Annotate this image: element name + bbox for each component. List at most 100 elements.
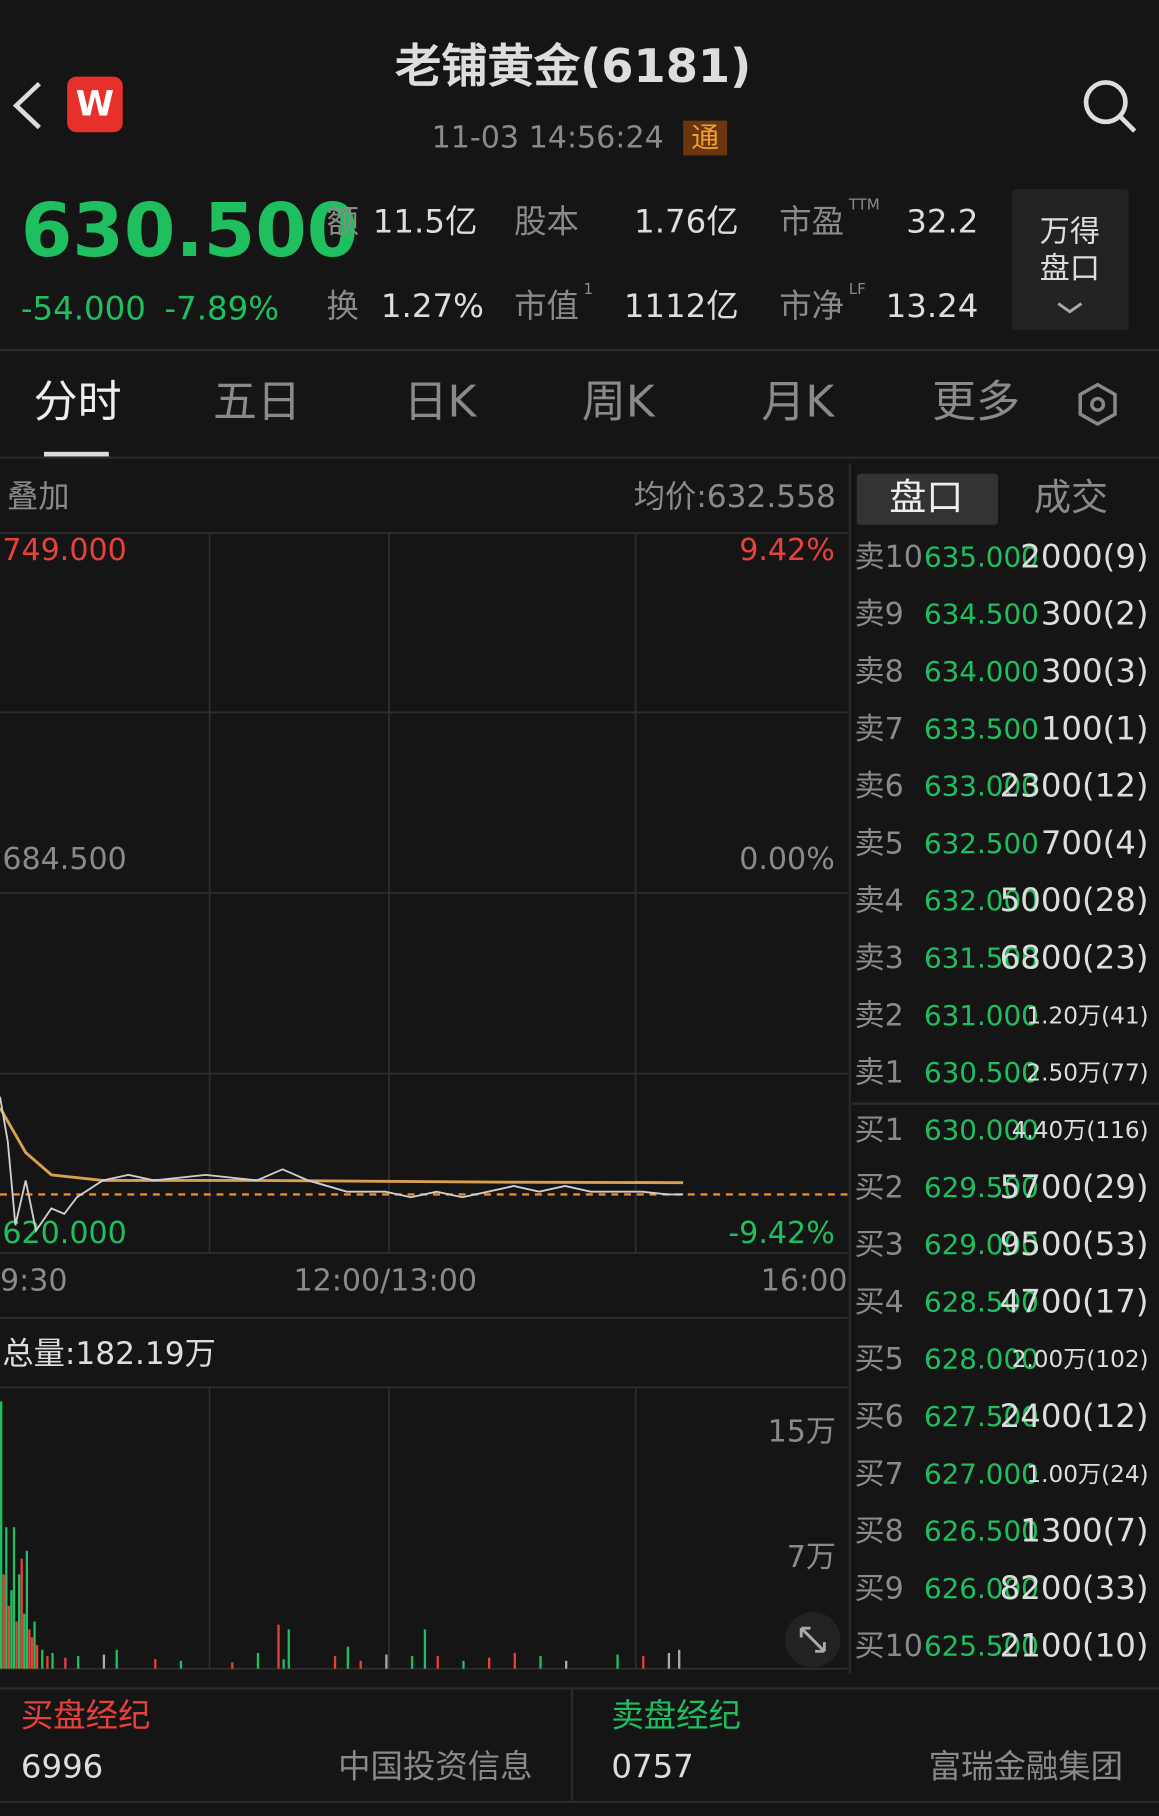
order-qty: 2300(12) xyxy=(1000,767,1149,805)
tab[interactable]: 周K xyxy=(582,376,656,427)
volume-bar xyxy=(154,1659,157,1669)
volume-bar xyxy=(5,1527,8,1669)
volume-bar xyxy=(77,1656,80,1669)
order-level: 卖10 xyxy=(854,540,922,575)
volume-bar xyxy=(346,1646,350,1669)
order-price: 631.000 xyxy=(924,999,1039,1032)
tab[interactable]: 五日 xyxy=(213,376,301,427)
stat-value: 1.76亿 xyxy=(634,203,739,241)
order-level: 买8 xyxy=(854,1514,903,1549)
y-tick-label: 749.000 xyxy=(2,533,126,568)
volume-bar xyxy=(46,1656,49,1669)
order-level: 买1 xyxy=(854,1113,903,1148)
stat-label: 市盈 xyxy=(779,203,844,241)
volume-tick-label: 15万 xyxy=(768,1414,836,1449)
tab[interactable]: 日K xyxy=(404,376,478,427)
price-line xyxy=(0,1096,684,1234)
order-qty: 100(1) xyxy=(1041,709,1149,747)
volume-bar xyxy=(179,1660,183,1669)
stat-value: 13.24 xyxy=(886,287,979,325)
volume-bar xyxy=(64,1657,67,1669)
overlay-button[interactable]: 叠加 xyxy=(7,479,70,515)
order-price: 627.000 xyxy=(924,1457,1039,1490)
timestamp: 11-03 14:56:24 xyxy=(432,121,664,156)
y-tick-label: 620.000 xyxy=(2,1216,126,1251)
order-price: 632.500 xyxy=(924,827,1039,860)
order-level: 买7 xyxy=(854,1457,903,1492)
volume-bar xyxy=(10,1590,13,1669)
order-level: 卖3 xyxy=(854,941,903,976)
broker-name: 中国投资信息 xyxy=(338,1747,532,1785)
y-tick-label: 684.500 xyxy=(2,842,126,877)
search-handle xyxy=(1117,114,1137,133)
broker-title: 卖盘经纪 xyxy=(611,1696,741,1734)
order-price: 630.500 xyxy=(924,1056,1039,1089)
volume-bar xyxy=(487,1657,491,1669)
change-pct: -7.89% xyxy=(164,290,279,328)
pct-label: 9.42% xyxy=(739,533,835,568)
back-button[interactable] xyxy=(12,81,41,130)
volume-bar xyxy=(667,1652,671,1669)
volume-bar xyxy=(20,1558,23,1669)
stat-label: 市值 xyxy=(514,287,579,325)
broker-code: 0757 xyxy=(611,1747,693,1785)
pct-label: 0.00% xyxy=(739,842,835,877)
order-price: 626.500 xyxy=(924,1515,1039,1548)
order-level: 买5 xyxy=(854,1342,903,1377)
panel-button[interactable] xyxy=(1011,188,1129,331)
volume-bar xyxy=(51,1652,54,1669)
tab[interactable]: 月K xyxy=(761,376,835,427)
tab[interactable]: 更多 xyxy=(932,376,1020,427)
order-level: 买3 xyxy=(854,1228,903,1263)
order-price: 629.000 xyxy=(924,1228,1039,1261)
order-level: 卖7 xyxy=(854,712,903,747)
volume-bar xyxy=(17,1574,21,1669)
order-price: 625.500 xyxy=(924,1629,1039,1662)
order-qty: 2.00万(102) xyxy=(1012,1347,1149,1373)
volume-bar xyxy=(33,1621,36,1669)
order-level: 卖2 xyxy=(854,998,903,1033)
order-tab[interactable]: 成交 xyxy=(1034,476,1108,519)
order-qty: 300(3) xyxy=(1041,652,1149,690)
volume-tick-label: 7万 xyxy=(787,1540,836,1575)
x-tick-label: 16:00 xyxy=(761,1263,848,1298)
order-price: 626.000 xyxy=(924,1572,1039,1605)
stat-value: 32.2 xyxy=(906,203,978,241)
order-qty: 4700(17) xyxy=(1000,1282,1149,1320)
stat-sup: 1 xyxy=(584,280,594,298)
volume-bar xyxy=(423,1629,427,1669)
volume-bar xyxy=(2,1574,5,1669)
order-level: 卖9 xyxy=(854,597,903,632)
order-price: 629.500 xyxy=(924,1171,1039,1204)
order-level: 买9 xyxy=(854,1571,903,1606)
order-level: 卖8 xyxy=(854,654,903,689)
volume-bar xyxy=(28,1629,31,1669)
volume-bar xyxy=(436,1656,439,1669)
volume-bar xyxy=(359,1660,362,1669)
stat-value: 1.27% xyxy=(381,287,484,325)
order-qty: 9500(53) xyxy=(1000,1225,1149,1263)
order-price: 628.500 xyxy=(924,1285,1039,1318)
order-price: 630.000 xyxy=(924,1113,1039,1146)
volume-bar xyxy=(15,1621,18,1669)
order-tab[interactable]: 盘口 xyxy=(889,476,963,519)
settings-button[interactable] xyxy=(1078,382,1117,427)
tab[interactable]: 分时 xyxy=(34,376,122,427)
search-button[interactable] xyxy=(1083,80,1128,125)
volume-bar xyxy=(678,1649,681,1669)
order-qty: 300(2) xyxy=(1041,595,1149,633)
volume-bar xyxy=(41,1649,44,1669)
order-price: 633.000 xyxy=(924,770,1039,803)
broker-code: 6996 xyxy=(21,1747,103,1785)
order-qty: 5000(28) xyxy=(1000,881,1149,919)
order-level: 卖1 xyxy=(854,1056,903,1091)
order-tab-active[interactable] xyxy=(856,473,999,525)
order-level: 买10 xyxy=(854,1629,922,1664)
order-qty: 8200(33) xyxy=(1000,1569,1149,1607)
settings-dot xyxy=(1090,396,1106,412)
broker-name: 富瑞金融集团 xyxy=(929,1747,1123,1785)
order-qty: 2.50万(77) xyxy=(1026,1061,1148,1087)
order-level: 买4 xyxy=(854,1285,903,1320)
